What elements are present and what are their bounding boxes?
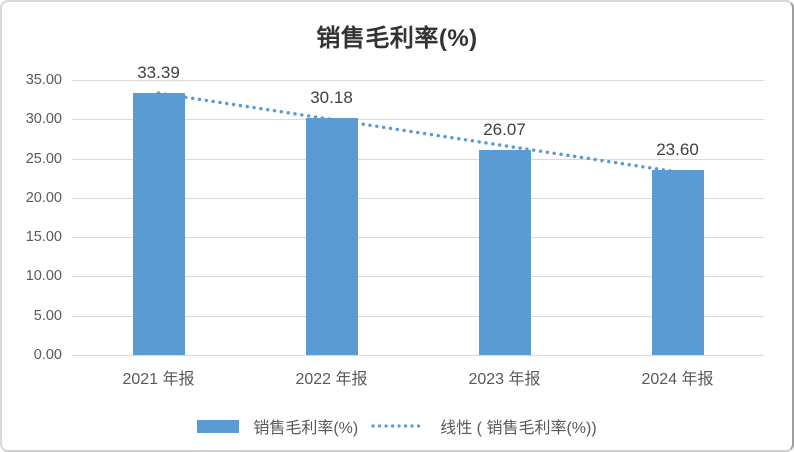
y-axis-tick-label: 0.00	[33, 347, 62, 363]
bar-value-label: 30.18	[310, 87, 353, 107]
gridline	[72, 197, 764, 199]
y-axis-tick-label: 20.00	[25, 189, 62, 206]
y-axis-tick-label: 10.00	[25, 268, 62, 285]
bar-value-label: 26.07	[483, 120, 526, 140]
bar[interactable]	[132, 92, 185, 355]
legend-bar-swatch	[197, 419, 240, 433]
gridline	[72, 237, 764, 239]
legend-label-trend: 线性 ( 销售毛利率(%))	[440, 420, 597, 437]
y-axis-tick-label: 30.00	[25, 111, 62, 128]
x-axis-category-label: 2024 年报	[641, 371, 714, 388]
gridline	[72, 80, 764, 81]
gridline	[72, 355, 764, 356]
x-axis-category-label: 2023 年报	[468, 371, 541, 388]
x-axis-category-label: 2021 年报	[122, 371, 195, 388]
bar-value-label: 33.39	[137, 62, 180, 82]
gridline	[72, 315, 764, 317]
bar[interactable]	[651, 169, 704, 355]
bar[interactable]	[478, 150, 531, 355]
y-axis-tick-label: 5.00	[33, 307, 62, 324]
gridline	[72, 276, 764, 278]
legend: 销售毛利率(%) 线性 ( 销售毛利率(%))	[2, 414, 792, 438]
legend-dotted-line-icon	[371, 424, 427, 428]
y-axis-tick-label: 15.00	[25, 229, 62, 246]
y-axis-tick-label: 25.00	[25, 150, 62, 167]
x-axis-category-label: 2022 年报	[295, 371, 368, 388]
y-axis-tick-label: 35.00	[25, 72, 62, 88]
bar[interactable]	[305, 117, 358, 355]
bar-value-label: 23.60	[656, 139, 699, 159]
legend-label-series: 销售毛利率(%)	[253, 420, 359, 437]
chart-title: 销售毛利率(%)	[316, 25, 478, 52]
